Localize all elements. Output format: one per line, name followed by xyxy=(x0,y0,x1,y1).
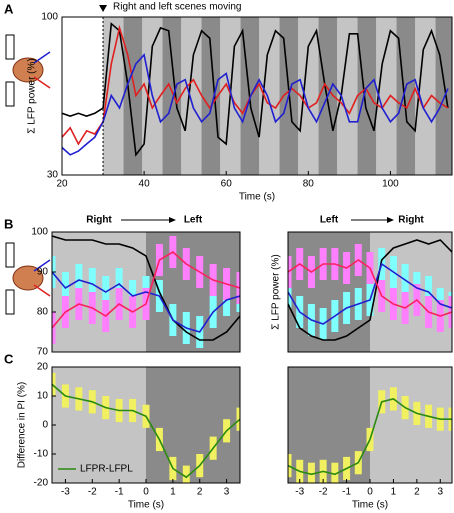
y-tick-label: 70 xyxy=(37,347,49,358)
stimulus-band xyxy=(103,17,452,175)
y-tick-label: 100 xyxy=(31,227,48,238)
data-line xyxy=(62,53,449,156)
axes-frame xyxy=(287,231,453,353)
y-axis-label: Σ LFP power (%) xyxy=(271,254,282,329)
panel-label: C xyxy=(4,351,14,366)
annotation: Right and left scenes moving xyxy=(113,2,241,13)
stimulus-band xyxy=(162,17,182,175)
x-tick-label: 40 xyxy=(139,179,151,190)
plot-area xyxy=(288,232,452,352)
data-line xyxy=(52,251,240,329)
y-axis-label: Difference in PI (%) xyxy=(17,382,28,469)
x-tick-label: 2 xyxy=(197,487,203,498)
arrow xyxy=(33,284,51,297)
y-tick-label: 90 xyxy=(37,267,49,278)
data-line xyxy=(62,22,449,157)
data-line xyxy=(288,398,452,476)
screen xyxy=(5,289,15,315)
plot-area xyxy=(52,232,240,352)
x-tick-label: -1 xyxy=(115,487,124,498)
arrow xyxy=(33,76,51,89)
screen xyxy=(5,81,15,107)
data-line xyxy=(288,239,452,341)
arrow xyxy=(33,51,51,64)
plot-area xyxy=(62,17,452,175)
legend-label: LFPR-LFPL xyxy=(80,464,133,475)
x-tick-label: 2 xyxy=(414,487,420,498)
x-tick-label: -3 xyxy=(61,487,70,498)
y-tick-label: 20 xyxy=(37,362,49,373)
panel-label: B xyxy=(4,216,13,231)
condition-label: Left xyxy=(320,215,339,226)
fly xyxy=(12,57,44,83)
screen xyxy=(5,34,15,60)
data-line xyxy=(288,259,452,317)
y-tick-label: 30 xyxy=(47,170,59,181)
arrow-head xyxy=(169,217,176,223)
data-line xyxy=(288,262,452,325)
condition-label: Right xyxy=(398,215,424,226)
plot-area xyxy=(52,367,240,483)
x-tick-label: -2 xyxy=(319,487,328,498)
x-tick-label: 100 xyxy=(382,179,399,190)
axes-frame xyxy=(61,16,453,176)
x-tick-label: 1 xyxy=(170,487,176,498)
x-tick-label: -2 xyxy=(88,487,97,498)
x-axis-label: Time (s) xyxy=(128,500,164,511)
fly-icon xyxy=(5,242,51,315)
x-tick-label: 20 xyxy=(56,179,68,190)
stimulus-band xyxy=(201,17,221,175)
stimulus-band xyxy=(357,17,377,175)
data-line xyxy=(52,235,240,341)
onset-marker xyxy=(99,5,108,12)
panel-label: A xyxy=(4,1,14,16)
y-tick-label: -10 xyxy=(34,449,49,460)
y-tick-label: 100 xyxy=(41,12,58,23)
stimulus-band xyxy=(435,17,452,175)
arrow xyxy=(33,259,51,272)
data-line xyxy=(52,383,240,479)
x-axis-label: Time (s) xyxy=(239,192,275,203)
x-tick-label: 3 xyxy=(224,487,230,498)
x-axis-label: Time (s) xyxy=(352,500,388,511)
arrow-head xyxy=(387,217,394,223)
x-tick-label: 80 xyxy=(303,179,315,190)
x-tick-label: -1 xyxy=(342,487,351,498)
x-tick-label: 1 xyxy=(391,487,397,498)
y-tick-label: -20 xyxy=(34,478,49,489)
axes-frame xyxy=(51,231,241,353)
y-tick-label: 80 xyxy=(37,307,49,318)
y-tick-label: 10 xyxy=(37,391,49,402)
x-tick-label: 3 xyxy=(438,487,444,498)
y-tick-label: 0 xyxy=(42,420,48,431)
x-tick-label: 0 xyxy=(367,487,373,498)
fly xyxy=(12,265,44,291)
screen xyxy=(5,242,15,268)
fly-icon xyxy=(5,34,51,107)
plot-area xyxy=(288,367,452,483)
stimulus-band xyxy=(396,17,416,175)
data-line xyxy=(52,271,240,333)
x-tick-label: 60 xyxy=(221,179,233,190)
x-tick-label: 0 xyxy=(143,487,149,498)
y-axis-label: Σ LFP power (%) xyxy=(27,58,38,133)
condition-label: Left xyxy=(184,215,203,226)
condition-label: Right xyxy=(86,215,112,226)
x-tick-label: -3 xyxy=(295,487,304,498)
data-line xyxy=(62,24,449,146)
